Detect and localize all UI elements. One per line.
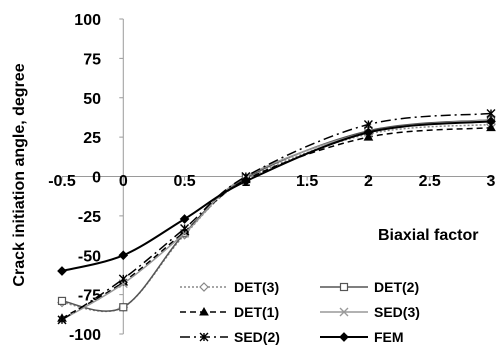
series-fem bbox=[57, 116, 496, 276]
data-point bbox=[57, 315, 67, 325]
data-point bbox=[241, 176, 251, 187]
x-tick-label: 1.5 bbox=[296, 173, 318, 190]
legend-item: DET(1) bbox=[180, 304, 279, 320]
data-point bbox=[363, 120, 373, 130]
series-layer bbox=[57, 109, 496, 325]
x-axis-title: Biaxial factor bbox=[378, 227, 478, 244]
y-tick-label: -100 bbox=[69, 327, 101, 344]
y-tick-label: 25 bbox=[83, 130, 101, 147]
data-point bbox=[486, 116, 496, 127]
legend-label: FEM bbox=[374, 329, 404, 345]
y-tick-label: 100 bbox=[74, 12, 101, 29]
legend-label: SED(3) bbox=[374, 304, 420, 320]
legend: DET(3) DET(2) DET(1) SED(3) SED(2) FEM bbox=[180, 279, 420, 345]
legend-marker bbox=[199, 306, 209, 316]
x-tick-label: 2.5 bbox=[419, 173, 441, 190]
data-point bbox=[179, 214, 190, 224]
data-point bbox=[118, 274, 128, 284]
x-tick-label: 0.5 bbox=[173, 173, 195, 190]
data-point bbox=[119, 303, 128, 312]
legend-marker bbox=[339, 282, 349, 292]
legend-label: SED(2) bbox=[234, 329, 280, 345]
data-point bbox=[486, 122, 496, 132]
y-tick-label: 0 bbox=[92, 170, 101, 187]
legend-marker bbox=[339, 307, 349, 317]
series-line bbox=[61, 112, 492, 321]
x-tick-label: 2 bbox=[364, 173, 373, 190]
legend-item: SED(3) bbox=[320, 304, 420, 320]
legend-marker bbox=[199, 332, 209, 342]
x-tick-label: -0.5 bbox=[48, 173, 76, 190]
legend-item: DET(2) bbox=[320, 279, 419, 295]
legend-item: SED(2) bbox=[180, 329, 280, 345]
data-point bbox=[180, 223, 190, 233]
data-point bbox=[363, 127, 374, 138]
y-tick-label: -50 bbox=[78, 248, 101, 265]
data-point bbox=[57, 266, 67, 276]
legend-label: DET(1) bbox=[234, 304, 279, 320]
legend-item: DET(3) bbox=[180, 279, 279, 295]
data-point bbox=[486, 109, 496, 118]
x-tick-label: 3 bbox=[487, 173, 496, 190]
data-point bbox=[118, 250, 129, 261]
legend-marker bbox=[339, 332, 349, 342]
legend-label: DET(3) bbox=[234, 279, 279, 295]
legend-item: FEM bbox=[320, 329, 404, 345]
y-axis-title: Crack initiation angle, degree bbox=[11, 63, 28, 286]
legend-label: DET(2) bbox=[374, 279, 419, 295]
data-point bbox=[57, 296, 67, 306]
y-tick-label: 75 bbox=[83, 51, 101, 68]
y-tick-label: -25 bbox=[78, 209, 101, 226]
y-tick-label: 50 bbox=[83, 91, 101, 108]
legend-marker bbox=[199, 282, 209, 292]
series-line bbox=[61, 120, 492, 272]
x-tick-label: 0 bbox=[119, 173, 128, 190]
